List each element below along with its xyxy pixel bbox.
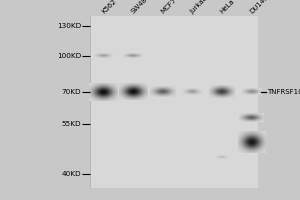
- Text: 100KD: 100KD: [57, 53, 81, 59]
- Text: K562: K562: [101, 0, 118, 15]
- Text: Jurkat: Jurkat: [189, 0, 208, 15]
- Text: HeLa: HeLa: [219, 0, 236, 15]
- Text: 130KD: 130KD: [57, 23, 81, 29]
- Text: TNFRSF10A: TNFRSF10A: [267, 89, 300, 95]
- Bar: [90, 16, 258, 188]
- Text: 40KD: 40KD: [61, 171, 81, 177]
- Text: SW480: SW480: [130, 0, 152, 15]
- Text: DU145: DU145: [248, 0, 269, 15]
- Text: 55KD: 55KD: [61, 121, 81, 127]
- Text: MCF7: MCF7: [160, 0, 178, 15]
- Text: 70KD: 70KD: [61, 89, 81, 95]
